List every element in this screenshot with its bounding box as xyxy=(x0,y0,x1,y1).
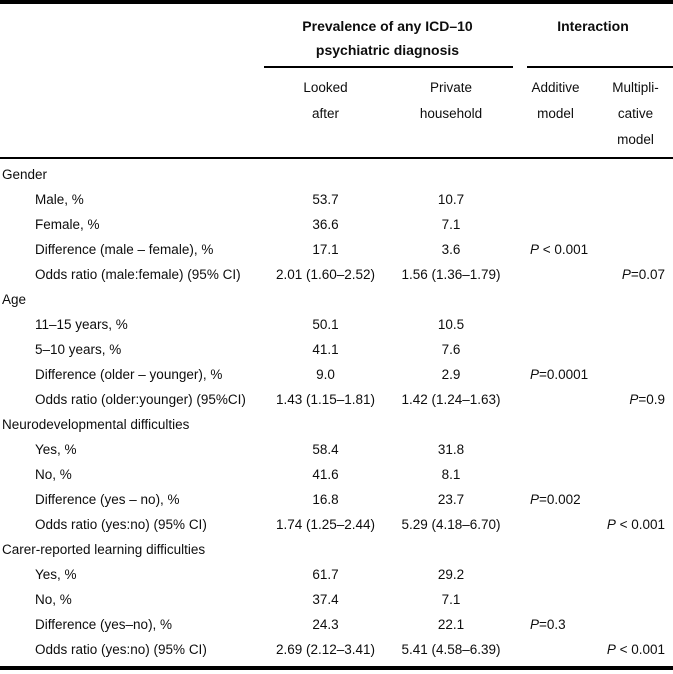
column-header-spacer xyxy=(0,75,262,157)
spanner-interaction-label: Interaction xyxy=(557,17,629,34)
looked-after-cell: 2.01 (1.60–2.52) xyxy=(275,267,376,282)
private-household-cell: 3.6 xyxy=(441,242,461,257)
bottom-rule xyxy=(0,666,673,670)
private-household-cell: 5.29 (4.18–6.70) xyxy=(401,517,501,532)
row-label-cell: Odds ratio (yes:no) (95% CI) xyxy=(35,517,207,532)
private-household-cell: 31.8 xyxy=(437,442,465,457)
looked-after-cell: 53.7 xyxy=(312,192,339,207)
section-row-neurodevelopmental: Neurodevelopmental difficulties xyxy=(0,412,673,437)
private-household-cell: 1.42 (1.24–1.63) xyxy=(401,392,501,407)
table-row: Yes, % 58.4 31.8 xyxy=(0,437,673,462)
row-label-cell: Difference (male – female), % xyxy=(35,242,214,257)
row-label-cell: Odds ratio (male:female) (95% CI) xyxy=(35,267,241,282)
row-label-cell: 5–10 years, % xyxy=(35,342,122,357)
section-row-gender: Gender xyxy=(0,162,673,187)
looked-after-cell: 37.4 xyxy=(312,592,339,607)
looked-after-cell: 24.3 xyxy=(312,617,339,632)
looked-after-cell: 1.43 (1.15–1.81) xyxy=(275,392,376,407)
column-header-additive-model: Additive model xyxy=(531,79,580,121)
spanner-prevalence-label: Prevalence of any ICD–10 psychiatric dia… xyxy=(302,17,473,59)
multiplicative-p-cell: P=0.07 xyxy=(621,267,665,282)
private-household-cell: 10.7 xyxy=(437,192,465,207)
row-label-cell: Female, % xyxy=(35,217,100,232)
table-row: Difference (yes–no), % 24.3 22.1 P=0.3 xyxy=(0,612,673,637)
spanner-spacer xyxy=(0,4,262,68)
table-row: No, % 41.6 8.1 xyxy=(0,462,673,487)
section-label: Gender xyxy=(2,167,48,182)
multiplicative-p-cell: P < 0.001 xyxy=(606,517,665,532)
column-header-private-household: Private household xyxy=(419,79,483,121)
looked-after-cell: 61.7 xyxy=(312,567,339,582)
additive-p-cell: P=0.002 xyxy=(530,492,581,507)
private-household-cell: 8.1 xyxy=(441,467,461,482)
multiplicative-p-cell: P < 0.001 xyxy=(606,642,665,657)
private-household-cell: 7.1 xyxy=(441,592,461,607)
top-rule xyxy=(0,0,673,4)
looked-after-cell: 41.1 xyxy=(312,342,339,357)
table-row: 11–15 years, % 50.1 10.5 xyxy=(0,312,673,337)
row-label-cell: 11–15 years, % xyxy=(35,317,128,332)
column-header-row: Looked after Private household Additive … xyxy=(0,68,673,157)
section-row-carer-reported: Carer-reported learning difficulties xyxy=(0,537,673,562)
looked-after-cell: 17.1 xyxy=(312,242,339,257)
header-body-divider xyxy=(0,156,673,159)
private-household-cell: 10.5 xyxy=(437,317,465,332)
looked-after-cell: 2.69 (2.12–3.41) xyxy=(275,642,376,657)
looked-after-cell: 9.0 xyxy=(316,367,335,382)
table-row: Male, % 53.7 10.7 xyxy=(0,187,673,212)
additive-p-cell: P=0.0001 xyxy=(530,367,589,382)
looked-after-cell: 50.1 xyxy=(312,317,339,332)
additive-p-cell: P < 0.001 xyxy=(530,242,589,257)
table-row: Odds ratio (yes:no) (95% CI) 1.74 (1.25–… xyxy=(0,512,673,537)
row-label-cell: Yes, % xyxy=(35,567,77,582)
private-household-cell: 7.1 xyxy=(441,217,461,232)
spanner-prevalence: Prevalence of any ICD–10 psychiatric dia… xyxy=(262,4,513,68)
spanner-interaction: Interaction xyxy=(513,4,673,68)
spanner-interaction-rule xyxy=(527,65,673,68)
table-row: Odds ratio (yes:no) (95% CI) 2.69 (2.12–… xyxy=(0,637,673,662)
table-row: Odds ratio (male:female) (95% CI) 2.01 (… xyxy=(0,262,673,287)
private-household-cell: 29.2 xyxy=(437,567,465,582)
table-row: Difference (male – female), % 17.1 3.6 P… xyxy=(0,237,673,262)
additive-p-cell: P=0.3 xyxy=(530,617,566,632)
spanner-prevalence-rule xyxy=(264,65,513,68)
multiplicative-p-cell: P=0.9 xyxy=(629,392,665,407)
table-row: Female, % 36.6 7.1 xyxy=(0,212,673,237)
section-row-age: Age xyxy=(0,287,673,312)
table-body: Gender Male, % 53.7 10.7 Female, % 36.6 … xyxy=(0,159,673,662)
looked-after-cell: 16.8 xyxy=(312,492,339,507)
looked-after-cell: 1.74 (1.25–2.44) xyxy=(275,517,376,532)
private-household-cell: 2.9 xyxy=(441,367,461,382)
table-row: No, % 37.4 7.1 xyxy=(0,587,673,612)
table-row: Difference (yes – no), % 16.8 23.7 P=0.0… xyxy=(0,487,673,512)
table-row: Yes, % 61.7 29.2 xyxy=(0,562,673,587)
row-label-cell: Yes, % xyxy=(35,442,77,457)
section-label: Neurodevelopmental difficulties xyxy=(2,417,190,432)
column-header-multiplicative-model: Multipli- cative model xyxy=(612,79,659,147)
row-label-cell: Odds ratio (yes:no) (95% CI) xyxy=(35,642,207,657)
private-household-cell: 7.6 xyxy=(441,342,461,357)
row-label-cell: Odds ratio (older:younger) (95%CI) xyxy=(35,392,246,407)
row-label-cell: No, % xyxy=(35,592,72,607)
row-label-cell: Difference (yes–no), % xyxy=(35,617,173,632)
private-household-cell: 22.1 xyxy=(437,617,465,632)
private-household-cell: 1.56 (1.36–1.79) xyxy=(401,267,501,282)
row-label-cell: No, % xyxy=(35,467,72,482)
column-header-looked-after: Looked after xyxy=(303,79,348,121)
spanner-header-row: Prevalence of any ICD–10 psychiatric dia… xyxy=(0,4,673,68)
table-row: Difference (older – younger), % 9.0 2.9 … xyxy=(0,362,673,387)
private-household-cell: 5.41 (4.58–6.39) xyxy=(401,642,501,657)
looked-after-cell: 58.4 xyxy=(312,442,339,457)
table-row: 5–10 years, % 41.1 7.6 xyxy=(0,337,673,362)
row-label-cell: Difference (yes – no), % xyxy=(35,492,180,507)
looked-after-cell: 36.6 xyxy=(312,217,339,232)
private-household-cell: 23.7 xyxy=(437,492,465,507)
section-label: Carer-reported learning difficulties xyxy=(2,542,206,557)
section-label: Age xyxy=(2,292,27,307)
looked-after-cell: 41.6 xyxy=(312,467,339,482)
table-row: Odds ratio (older:younger) (95%CI) 1.43 … xyxy=(0,387,673,412)
row-label-cell: Difference (older – younger), % xyxy=(35,367,223,382)
row-label-cell: Male, % xyxy=(35,192,84,207)
